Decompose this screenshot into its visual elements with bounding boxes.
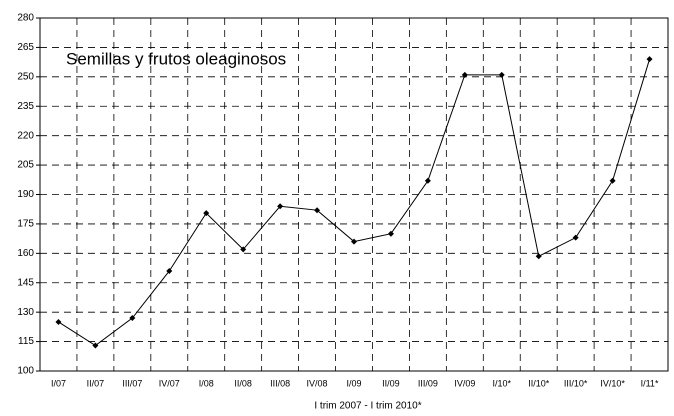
x-tick-label: III/07 xyxy=(122,378,142,388)
y-tick-label: 205 xyxy=(17,160,34,171)
x-tick-label: III/10* xyxy=(564,378,588,388)
data-point xyxy=(535,253,542,260)
y-tick-label: 175 xyxy=(17,219,34,230)
x-axis-label: I trim 2007 - I trim 2010* xyxy=(314,401,421,412)
x-tick-label: I/09 xyxy=(346,378,361,388)
x-tick-label: IV/10* xyxy=(600,378,625,388)
data-point xyxy=(461,71,468,78)
y-tick-label: 280 xyxy=(17,13,34,24)
y-tick-label: 265 xyxy=(17,42,34,53)
x-tick-label: II/10* xyxy=(528,378,550,388)
data-point xyxy=(166,267,173,274)
x-tick-label: I/07 xyxy=(51,378,66,388)
x-tick-label: IV/09 xyxy=(454,378,475,388)
y-tick-label: 145 xyxy=(17,277,34,288)
data-point xyxy=(498,71,505,78)
y-tick-label: 130 xyxy=(17,307,34,318)
x-tick-label: III/08 xyxy=(270,378,290,388)
chart-title: Semillas y frutos oleaginosos xyxy=(66,49,286,68)
x-tick-label: I/10* xyxy=(493,378,512,388)
data-line xyxy=(58,59,651,347)
y-tick-label: 160 xyxy=(17,248,34,259)
x-tick-label: IV/08 xyxy=(307,378,328,388)
data-point xyxy=(424,177,431,184)
y-tick-label: 100 xyxy=(17,366,34,377)
data-point xyxy=(129,315,136,322)
data-point xyxy=(646,56,653,63)
y-tick-label: 235 xyxy=(17,101,34,112)
data-point xyxy=(351,238,357,245)
x-tick-label: I/08 xyxy=(199,378,214,388)
data-point xyxy=(387,230,394,237)
x-tick-label: III/09 xyxy=(418,378,438,388)
data-point xyxy=(572,234,579,241)
data-point xyxy=(314,207,321,214)
data-point xyxy=(240,246,247,253)
y-tick-label: 250 xyxy=(17,71,34,82)
data-point xyxy=(92,342,99,349)
y-tick-label: 190 xyxy=(17,189,34,200)
y-tick-label: 220 xyxy=(17,130,34,141)
plot-frame xyxy=(39,17,669,372)
x-tick-label: I/11* xyxy=(641,378,659,388)
x-tick-label: IV/07 xyxy=(159,378,180,388)
x-tick-label: II/09 xyxy=(382,378,400,388)
data-point xyxy=(609,177,616,184)
y-tick-label: 115 xyxy=(18,336,34,347)
x-tick-label: II/08 xyxy=(234,378,252,388)
x-tick-label: II/07 xyxy=(87,378,105,388)
data-point xyxy=(277,203,284,210)
data-point xyxy=(203,210,210,217)
data-point xyxy=(55,318,62,325)
